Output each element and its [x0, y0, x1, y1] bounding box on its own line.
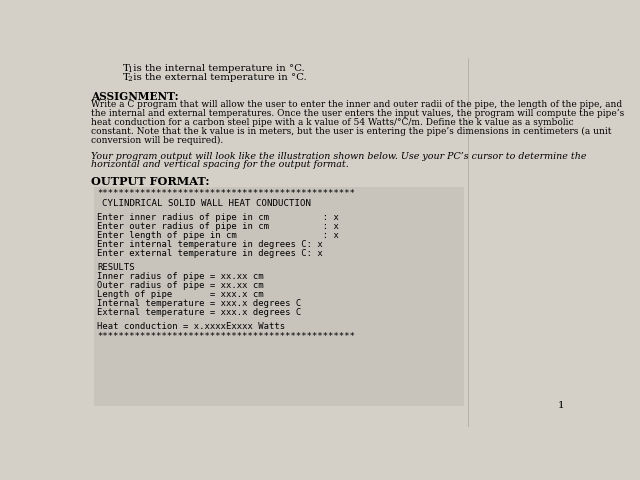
Text: T: T: [123, 64, 129, 73]
Text: is the internal temperature in °C.: is the internal temperature in °C.: [129, 64, 305, 73]
Text: heat conduction for a carbon steel pipe with a k value of 54 Watts/°C/m. Define : heat conduction for a carbon steel pipe …: [91, 118, 573, 127]
Text: Heat conduction = x.xxxxExxxx Watts: Heat conduction = x.xxxxExxxx Watts: [97, 322, 285, 331]
Text: Enter length of pipe in cm                : x: Enter length of pipe in cm : x: [97, 231, 339, 240]
Text: Internal temperature = xxx.x degrees C: Internal temperature = xxx.x degrees C: [97, 299, 301, 308]
Text: Enter outer radius of pipe in cm          : x: Enter outer radius of pipe in cm : x: [97, 222, 339, 231]
Text: ************************************************: ****************************************…: [97, 332, 355, 341]
Text: the internal and external temperatures. Once the user enters the input values, t: the internal and external temperatures. …: [91, 109, 624, 118]
Text: horizontal and vertical spacing for the output format.: horizontal and vertical spacing for the …: [91, 160, 349, 169]
Text: CYLINDRICAL SOLID WALL HEAT CONDUCTION: CYLINDRICAL SOLID WALL HEAT CONDUCTION: [102, 199, 310, 208]
Text: Inner radius of pipe = xx.xx cm: Inner radius of pipe = xx.xx cm: [97, 273, 264, 281]
Text: OUTPUT FORMAT:: OUTPUT FORMAT:: [91, 176, 209, 187]
Text: Enter internal temperature in degrees C: x: Enter internal temperature in degrees C:…: [97, 240, 323, 249]
Text: 1: 1: [127, 66, 132, 74]
Text: External temperature = xxx.x degrees C: External temperature = xxx.x degrees C: [97, 308, 301, 317]
Text: is the external temperature in °C.: is the external temperature in °C.: [129, 72, 307, 82]
Text: Outer radius of pipe = xx.xx cm: Outer radius of pipe = xx.xx cm: [97, 281, 264, 290]
Text: conversion will be required).: conversion will be required).: [91, 136, 223, 145]
Text: Write a C program that will allow the user to enter the inner and outer radii of: Write a C program that will allow the us…: [91, 100, 622, 109]
Text: 1: 1: [557, 401, 564, 410]
Text: RESULTS: RESULTS: [97, 263, 134, 272]
Bar: [94, 187, 463, 406]
Text: 2: 2: [127, 74, 132, 83]
Text: Enter external temperature in degrees C: x: Enter external temperature in degrees C:…: [97, 249, 323, 258]
Text: Enter inner radius of pipe in cm          : x: Enter inner radius of pipe in cm : x: [97, 213, 339, 222]
Text: constant. Note that the k value is in meters, but the user is entering the pipe’: constant. Note that the k value is in me…: [91, 127, 611, 136]
Text: ************************************************: ****************************************…: [97, 189, 355, 198]
Text: Length of pipe       = xxx.x cm: Length of pipe = xxx.x cm: [97, 290, 264, 299]
Text: T: T: [123, 72, 129, 82]
Text: ASSIGNMENT:: ASSIGNMENT:: [91, 91, 179, 102]
Text: Your program output will look like the illustration shown below. Use your PC’s c: Your program output will look like the i…: [91, 152, 586, 160]
